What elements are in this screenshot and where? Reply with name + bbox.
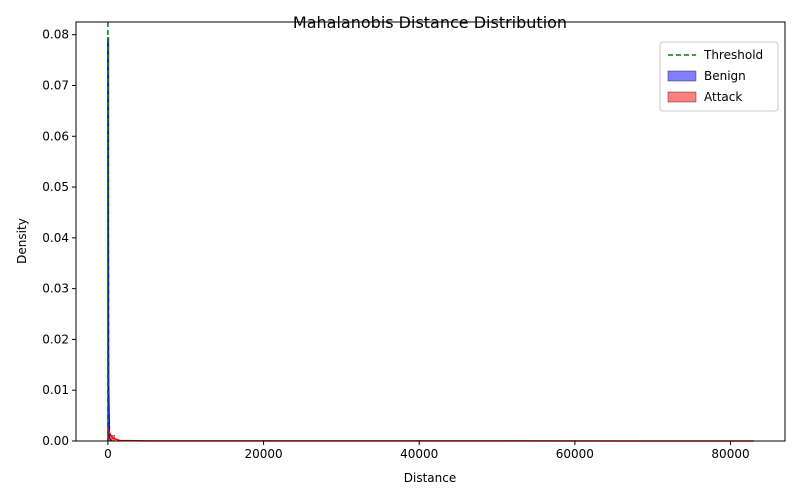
x-tick-label: 40000 — [400, 447, 438, 461]
y-tick-label: 0.03 — [42, 282, 69, 296]
legend-label-attack: Attack — [704, 90, 742, 104]
legend-label-threshold: Threshold — [703, 48, 763, 62]
x-axis-label: Distance — [404, 471, 456, 485]
y-tick-label: 0.01 — [42, 383, 69, 397]
x-tick-label: 60000 — [556, 447, 594, 461]
plot-area — [107, 22, 753, 441]
y-tick-label: 0.04 — [42, 231, 69, 245]
y-axis: 0.00 0.01 0.02 0.03 0.04 0.05 0.06 0.07 0.08 — [42, 28, 76, 448]
x-tick-label: 20000 — [244, 447, 282, 461]
attack-kde-line — [108, 427, 754, 441]
y-tick-label: 0.05 — [42, 180, 69, 194]
legend: Threshold Benign Attack — [660, 42, 778, 111]
y-axis-label: Density — [15, 218, 29, 264]
y-tick-label: 0.00 — [42, 434, 69, 448]
legend-label-benign: Benign — [704, 69, 746, 83]
x-axis: 0 20000 40000 60000 80000 — [104, 441, 750, 461]
y-tick-label: 0.08 — [42, 28, 69, 42]
legend-swatch-benign — [668, 71, 696, 81]
y-tick-label: 0.07 — [42, 78, 69, 92]
y-tick-label: 0.06 — [42, 129, 69, 143]
y-tick-label: 0.02 — [42, 332, 69, 346]
x-tick-label: 0 — [104, 447, 112, 461]
x-tick-label: 80000 — [711, 447, 749, 461]
legend-swatch-attack — [668, 92, 696, 102]
